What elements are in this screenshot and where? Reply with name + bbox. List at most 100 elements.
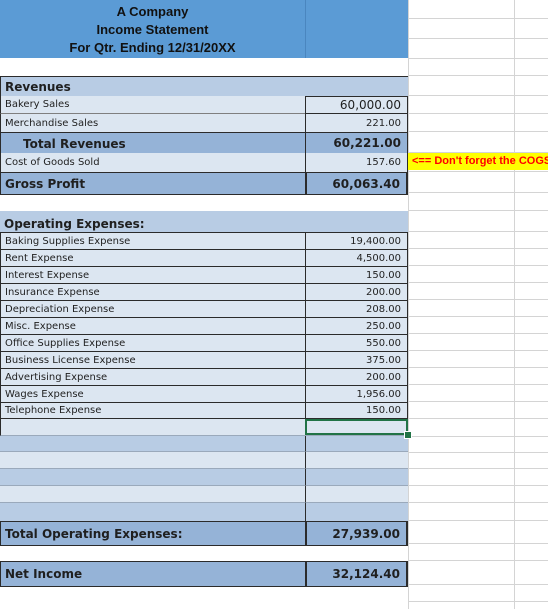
grid-line: [408, 401, 548, 402]
grid-line: [408, 38, 548, 39]
total-operating-value: 27,939.00: [305, 522, 408, 545]
table-row[interactable]: Wages Expense 1,956.00: [0, 385, 408, 402]
net-income-value: 32,124.40: [305, 562, 408, 586]
net-income-row[interactable]: Net Income 32,124.40: [0, 561, 408, 587]
row-value: 4,500.00: [305, 249, 408, 266]
total-revenues-value: 60,221.00: [305, 133, 408, 154]
grid-line: [408, 436, 548, 437]
grid-line: [408, 452, 548, 453]
row-label: Bakery Sales: [0, 96, 305, 114]
table-row[interactable]: Merchandise Sales 221.00: [0, 114, 408, 132]
empty-cell: [0, 419, 305, 436]
table-row[interactable]: Depreciation Expense 208.00: [0, 300, 408, 317]
grid-line: [408, 299, 548, 300]
table-row[interactable]: Advertising Expense 200.00: [0, 368, 408, 385]
operating-heading-row[interactable]: Operating Expenses:: [0, 211, 408, 232]
blank-row[interactable]: [0, 503, 408, 521]
grid-line: [408, 152, 548, 153]
row-value: 221.00: [305, 114, 408, 132]
grid-line: [408, 384, 548, 385]
grid-line: [514, 0, 515, 609]
grid-line: [408, 95, 548, 96]
table-row[interactable]: Insurance Expense 200.00: [0, 283, 408, 300]
grid-line: [408, 485, 548, 486]
blank-row[interactable]: [0, 544, 408, 561]
table-row[interactable]: Baking Supplies Expense 19,400.00: [0, 232, 408, 249]
row-value: 375.00: [305, 351, 408, 368]
column-separator: [305, 0, 306, 58]
blank-row[interactable]: [0, 486, 408, 503]
total-operating-row[interactable]: Total Operating Expenses: 27,939.00: [0, 521, 408, 546]
table-row[interactable]: Telephone Expense 150.00: [0, 402, 408, 419]
empty-cell: [0, 503, 305, 521]
row-label: Misc. Expense: [0, 317, 305, 334]
cogs-row[interactable]: Cost of Goods Sold 157.60: [0, 153, 408, 172]
row-value: 60,000.00: [305, 96, 408, 114]
grid-line: [408, 0, 409, 609]
grid-line: [408, 316, 548, 317]
row-value: 150.00: [305, 402, 408, 419]
cogs-label: Cost of Goods Sold: [0, 153, 305, 172]
empty-cell: [0, 486, 305, 503]
cogs-reminder-note[interactable]: <== Don't forget the COGS: [408, 153, 548, 170]
row-label: Office Supplies Expense: [0, 334, 305, 351]
row-value: 208.00: [305, 300, 408, 317]
grid-line: [408, 131, 548, 132]
row-label: Depreciation Expense: [0, 300, 305, 317]
grid-line: [408, 584, 548, 585]
empty-cell: [0, 436, 305, 452]
table-row[interactable]: Interest Expense 150.00: [0, 266, 408, 283]
grid-line: [408, 192, 548, 193]
grid-line: [408, 418, 548, 419]
grid-line: [408, 248, 548, 249]
grid-line: [408, 75, 548, 76]
empty-cell: [305, 469, 408, 486]
grid-line: [408, 231, 548, 232]
fill-handle[interactable]: [404, 431, 412, 439]
blank-row[interactable]: [0, 452, 408, 469]
table-row[interactable]: Misc. Expense 250.00: [0, 317, 408, 334]
grid-line: [408, 171, 548, 172]
empty-cell: [305, 486, 408, 503]
blank-row[interactable]: [0, 469, 408, 486]
grid-line: [408, 210, 548, 211]
company-name[interactable]: A Company: [116, 4, 189, 19]
row-value: 200.00: [305, 283, 408, 300]
row-value: 1,956.00: [305, 385, 408, 402]
gross-profit-label: Gross Profit: [0, 173, 305, 194]
table-row[interactable]: Rent Expense 4,500.00: [0, 249, 408, 266]
row-label: Interest Expense: [0, 266, 305, 283]
gross-profit-row[interactable]: Gross Profit 60,063.40: [0, 172, 408, 195]
grid-line: [408, 18, 548, 19]
row-label: Telephone Expense: [0, 402, 305, 419]
row-value: 150.00: [305, 266, 408, 283]
statement-title[interactable]: Income Statement: [96, 22, 209, 37]
blank-row[interactable]: [0, 436, 408, 452]
empty-cell: [305, 452, 408, 469]
blank-row[interactable]: [0, 193, 408, 211]
empty-cell: [305, 77, 408, 97]
row-value: 250.00: [305, 317, 408, 334]
total-revenues-row[interactable]: Total Revenues 60,221.00: [0, 132, 408, 154]
operating-heading: Operating Expenses:: [4, 217, 145, 231]
revenues-heading-row[interactable]: Revenues: [0, 76, 408, 97]
total-revenues-label: Total Revenues: [0, 133, 305, 154]
table-row[interactable]: Office Supplies Expense 550.00: [0, 334, 408, 351]
statement-period[interactable]: For Qtr. Ending 12/31/20XX: [69, 40, 236, 55]
table-row[interactable]: Business License Expense 375.00: [0, 351, 408, 368]
row-value: 19,400.00: [305, 232, 408, 249]
row-value: 200.00: [305, 368, 408, 385]
row-label: Baking Supplies Expense: [0, 232, 305, 249]
selected-cell[interactable]: [305, 419, 408, 435]
row-label: Merchandise Sales: [0, 114, 305, 132]
table-row[interactable]: Bakery Sales 60,000.00: [0, 96, 408, 114]
row-label: Wages Expense: [0, 385, 305, 402]
empty-cell: [305, 211, 408, 232]
empty-cell: [0, 452, 305, 469]
gross-profit-value: 60,063.40: [305, 173, 408, 194]
row-label: Advertising Expense: [0, 368, 305, 385]
net-income-label: Net Income: [0, 562, 305, 586]
row-value: 550.00: [305, 334, 408, 351]
grid-line: [408, 350, 548, 351]
